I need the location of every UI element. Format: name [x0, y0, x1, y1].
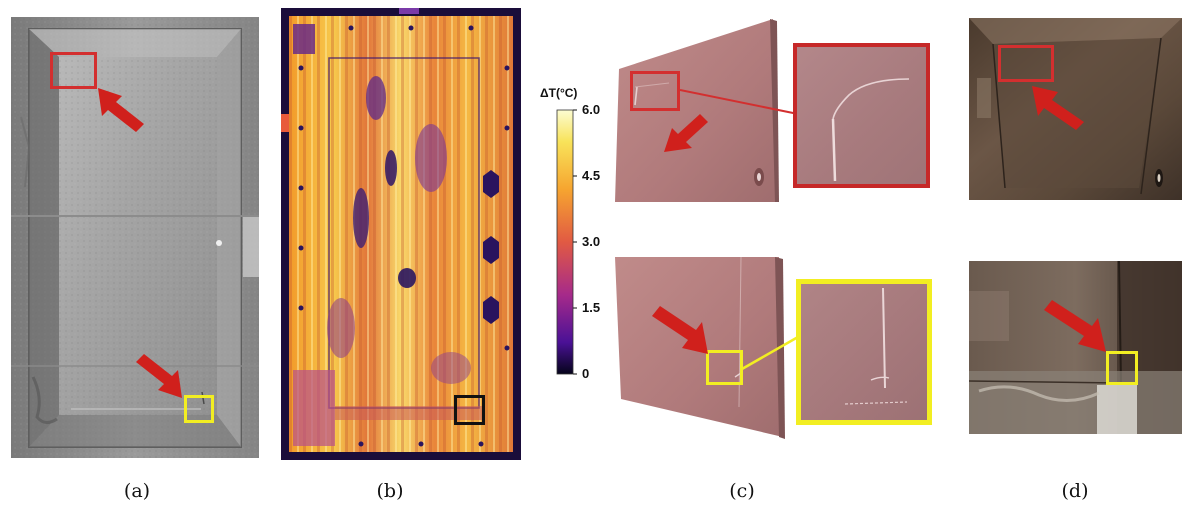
zoom-inset-red-detail: [831, 78, 910, 182]
zoom-inset-yellow: [796, 279, 932, 425]
caption-d: (d): [1061, 480, 1089, 502]
panel-a-grayscale-scan: [11, 17, 259, 458]
callout-line-red: [680, 89, 799, 115]
colorbar-tick: 3.0: [582, 234, 601, 249]
caption-a: (a): [123, 480, 151, 502]
panel-b-thermal-image: [281, 8, 521, 460]
highlight-box-red-c: [630, 71, 680, 111]
highlight-box-black-b: [454, 395, 485, 425]
panel-d-photo-top: [969, 18, 1182, 200]
highlight-box-yellow-c: [706, 350, 743, 385]
colorbar: [556, 109, 577, 375]
arrow-icon-red-a-top: [98, 88, 144, 132]
colorbar-tick: 4.5: [582, 168, 601, 183]
arrow-icon-red-d-bottom: [1044, 300, 1106, 352]
panel-d-photo-bottom: [969, 261, 1182, 434]
highlight-box-red-a: [50, 52, 97, 89]
zoom-inset-yellow-detail: [844, 287, 908, 405]
arrow-icon-red-a-bottom: [136, 354, 182, 398]
callout-line-yellow: [742, 335, 799, 371]
caption-b: (b): [376, 480, 404, 502]
arrow-icon-red-c-bottom: [652, 306, 708, 354]
colorbar-tick: 6.0: [582, 102, 601, 117]
highlight-box-red-d: [998, 45, 1054, 82]
colorbar-tick: 0: [582, 366, 590, 381]
highlight-box-yellow-a: [184, 395, 214, 423]
caption-c: (c): [729, 480, 755, 502]
panel-c-3d-render-top: [615, 19, 779, 202]
highlight-box-yellow-d: [1106, 351, 1138, 385]
arrow-icon-red-d-top: [1032, 86, 1084, 130]
colorbar-tick: 1.5: [582, 300, 601, 315]
arrow-icon-red-c-top: [664, 114, 708, 152]
colorbar-title: ΔT(°C): [540, 86, 578, 100]
zoom-inset-red: [793, 43, 930, 188]
